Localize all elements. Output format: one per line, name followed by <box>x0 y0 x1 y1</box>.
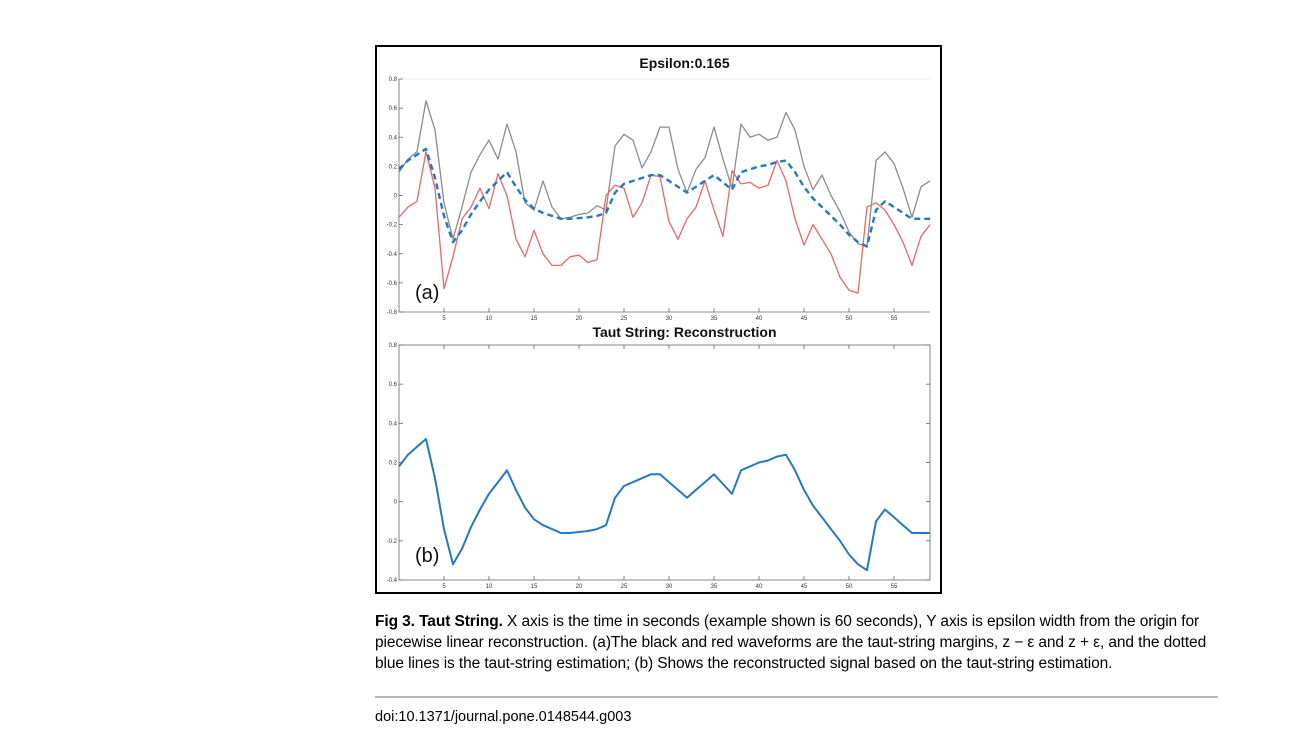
caption-text: X axis is the time in seconds (example s… <box>375 613 1207 672</box>
x-tick-label: 15 <box>531 316 538 322</box>
x-tick-label: 35 <box>711 584 718 590</box>
figure-svg: Epsilon:0.165 -0.8 -0.6 -0.4 -0.2 0 0.2 0.4 0.6 0… <box>387 55 931 590</box>
axes-frame <box>398 344 931 581</box>
y-tick-label: 0.8 <box>389 77 398 83</box>
x-tick-label: 30 <box>666 584 673 590</box>
y-tick-label: -0.4 <box>387 252 398 258</box>
x-tick-label: 40 <box>756 584 763 590</box>
chart-panel-a: Epsilon:0.165 -0.8 -0.6 -0.4 -0.2 0 0.2 0.4 0.6 0… <box>387 55 931 322</box>
y-tick-label: -0.2 <box>387 539 398 545</box>
series-line-3 <box>398 147 930 248</box>
caption-divider <box>375 696 1218 698</box>
x-tick-label: 5 <box>442 584 446 590</box>
x-tick-label: 5 <box>442 316 446 322</box>
x-tick-label: 55 <box>891 316 898 322</box>
x-tick-label: 15 <box>531 584 538 590</box>
x-tick-label: 30 <box>666 316 673 322</box>
series-line-2 <box>398 151 931 294</box>
figure-caption: Fig 3. Taut String. X axis is the time i… <box>375 611 1220 674</box>
x-tick-label: 50 <box>846 316 853 322</box>
x-tick-label: 10 <box>486 584 493 590</box>
y-tick-label: 0.4 <box>389 135 398 141</box>
x-tick-label: 35 <box>711 316 718 322</box>
series-line-1 <box>398 100 931 248</box>
x-tick-label: 45 <box>801 584 808 590</box>
y-tick-label: 0 <box>394 500 398 506</box>
caption-label: Fig 3. Taut String. <box>375 613 503 630</box>
x-tick-label: 25 <box>621 584 628 590</box>
y-tick-label: 0 <box>394 194 398 200</box>
x-tick-label: 55 <box>891 584 898 590</box>
y-tick-label: 0.6 <box>389 106 398 112</box>
x-tick-label: 20 <box>576 584 583 590</box>
y-tick-label: -0.6 <box>387 281 398 287</box>
doi-text: doi:10.1371/journal.pone.0148544.g003 <box>375 709 632 725</box>
y-tick-label: 0.6 <box>389 382 398 388</box>
figure-3: Epsilon:0.165 -0.8 -0.6 -0.4 -0.2 0 0.2 0.4 0.6 0… <box>375 45 942 594</box>
x-tick-label: 50 <box>846 584 853 590</box>
chart-title: Taut String: Reconstruction <box>592 324 776 340</box>
chart-panel-b: Taut String: Reconstruction -0.4 -0.2 0 0.2 0… <box>387 324 931 590</box>
y-tick-label: 0.4 <box>389 421 398 427</box>
panel-label: (a) <box>415 282 439 304</box>
x-tick-label: 40 <box>756 316 763 322</box>
x-tick-label: 45 <box>801 316 808 322</box>
chart-title: Epsilon:0.165 <box>639 55 729 71</box>
y-tick-label: -0.8 <box>387 310 398 316</box>
y-tick-label: 0.8 <box>389 343 398 349</box>
x-tick-label: 20 <box>576 316 583 322</box>
y-tick-label: -0.4 <box>387 578 398 584</box>
x-tick-label: 25 <box>621 316 628 322</box>
y-tick-label: 0.2 <box>389 164 398 170</box>
series-line-1 <box>398 438 930 572</box>
x-tick-label: 10 <box>486 316 493 322</box>
y-tick-label: 0.2 <box>389 461 398 467</box>
panel-label: (b) <box>415 545 439 567</box>
y-tick-label: -0.2 <box>387 223 398 229</box>
